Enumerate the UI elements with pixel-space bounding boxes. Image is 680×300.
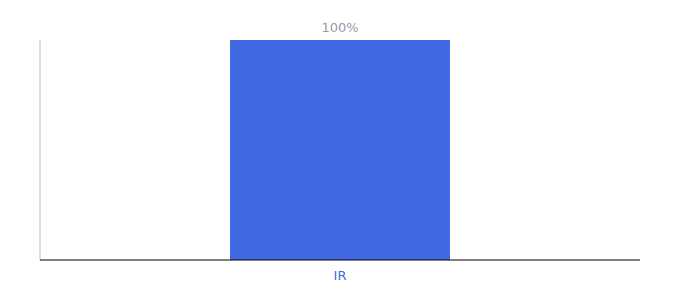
bar <box>230 40 450 260</box>
x-axis-line <box>40 260 640 261</box>
data-label: 100% <box>321 20 358 35</box>
chart-svg: 100% IR <box>0 0 680 300</box>
bars <box>230 40 450 260</box>
x-tick-labels: IR <box>334 268 347 283</box>
x-tick-label: IR <box>334 268 347 283</box>
y-axis-line <box>40 40 41 260</box>
data-labels: 100% <box>321 20 358 35</box>
chart-container: 100% IR <box>0 0 680 300</box>
